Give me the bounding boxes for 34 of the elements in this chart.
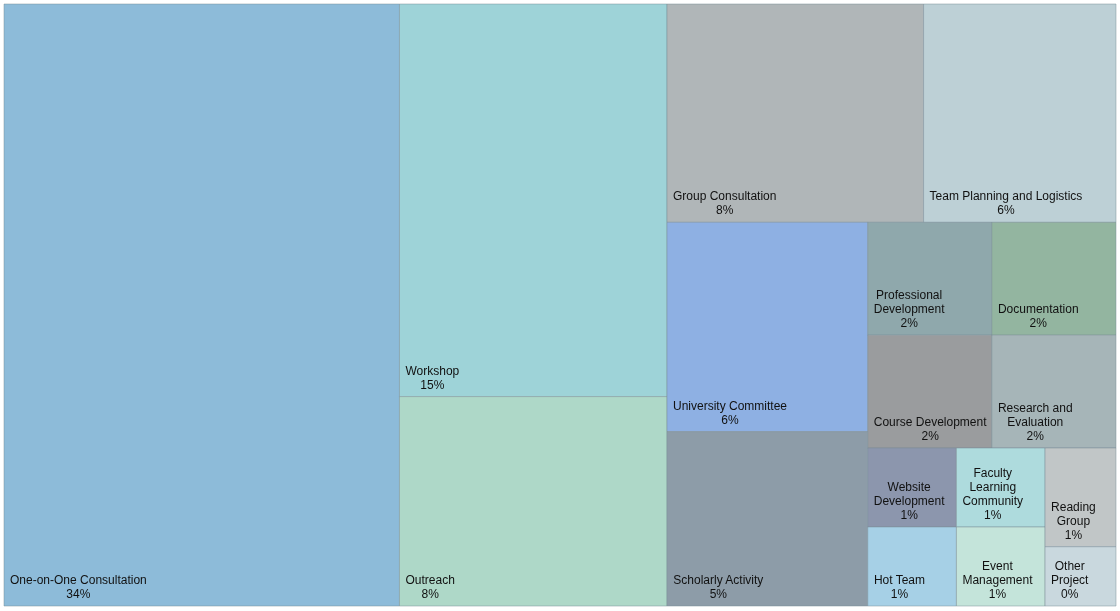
category-label: Hot Team <box>873 573 926 587</box>
data-label: 1% <box>900 508 919 523</box>
category-label: Faculty Learning Community <box>962 466 1024 509</box>
category-label: One-on-One Consultation <box>10 573 147 587</box>
data-label: 1% <box>1064 527 1083 542</box>
category-label: Website Development <box>873 480 946 509</box>
data-label: 8% <box>421 587 440 601</box>
data-label: 5% <box>709 587 728 601</box>
data-label: 2% <box>921 429 940 444</box>
category-label: Outreach <box>405 573 455 587</box>
data-label: 15% <box>420 377 445 392</box>
data-label: 2% <box>900 316 919 331</box>
data-label: 2% <box>1029 316 1048 331</box>
data-label: 34% <box>66 587 91 601</box>
data-label: 0% <box>1061 587 1079 601</box>
category-label: Documentation <box>997 302 1079 317</box>
data-label: 1% <box>988 587 1007 601</box>
data-label: 1% <box>890 587 909 601</box>
category-label: Professional Development <box>873 288 946 317</box>
category-label: Event Management <box>962 559 1034 587</box>
data-label: 6% <box>721 412 740 427</box>
category-label: Other Project <box>1051 559 1090 587</box>
data-label: 8% <box>716 203 734 218</box>
category-label: Workshop <box>405 363 460 378</box>
category-label: Course Development <box>873 415 988 430</box>
data-label: 1% <box>984 508 1002 523</box>
category-label: Team Planning and Logistics <box>929 189 1083 204</box>
category-label: Group Consultation <box>673 189 777 204</box>
category-label: Scholarly Activity <box>673 573 764 587</box>
data-label: 6% <box>997 203 1015 218</box>
data-label: 2% <box>1026 429 1045 444</box>
category-label: Research and Evaluation <box>997 401 1073 430</box>
category-label: University Committee <box>673 398 788 413</box>
category-label: Reading Group <box>1051 499 1096 528</box>
